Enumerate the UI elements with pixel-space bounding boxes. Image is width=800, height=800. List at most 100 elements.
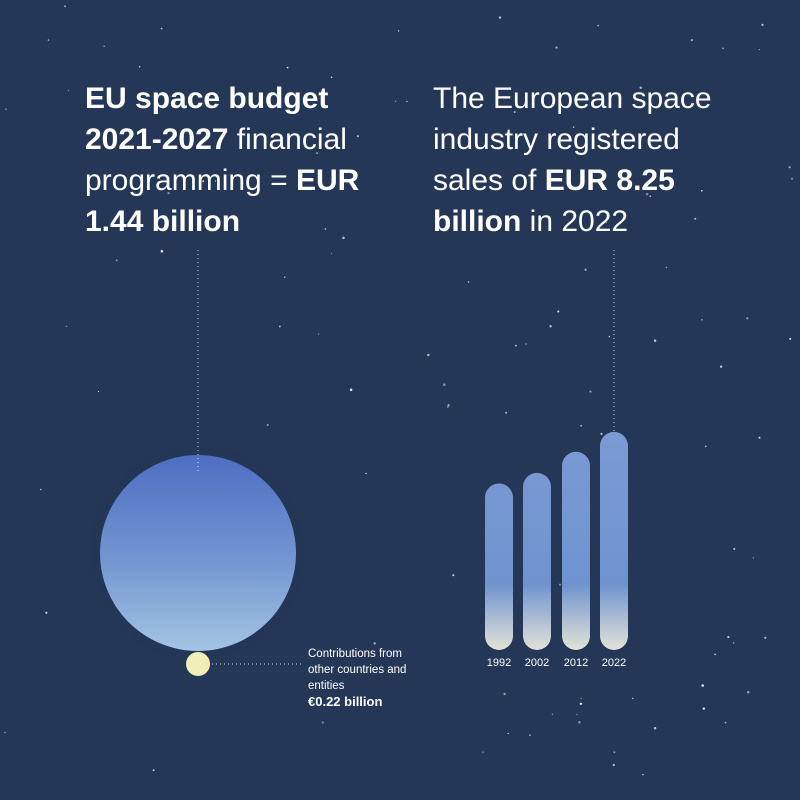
star [40,488,42,491]
star [443,383,446,387]
star [324,228,327,230]
star [758,48,760,51]
star [733,547,736,550]
year-label: 2002 [525,657,549,669]
star [5,108,7,110]
star [790,177,794,180]
heading-text: EUR 8.25 billion [433,164,684,238]
star [160,27,163,30]
budget-circle [100,455,296,651]
heading-text: financial programming = [85,123,356,197]
star [278,325,281,328]
star [694,217,697,220]
star [115,259,118,262]
star [67,89,70,92]
star [505,411,508,414]
star [514,344,517,347]
star [482,751,484,753]
star [331,252,333,254]
star [761,23,764,27]
contribution-circle [186,652,210,676]
star [330,76,333,78]
star [612,763,615,767]
star [549,325,552,328]
bar [600,431,628,650]
star [746,690,750,694]
star [697,95,699,98]
star [45,611,48,614]
star [638,139,640,141]
contribution-note: Contributions from other countries and e… [308,646,428,710]
star [342,236,345,240]
star [700,189,703,192]
star [528,734,531,737]
star [467,281,470,283]
star [503,692,506,696]
star [4,731,6,734]
star [579,702,583,705]
star [507,732,509,735]
star [580,697,582,700]
star [365,472,367,475]
star [645,192,649,196]
bar [523,472,551,650]
note-text: Contributions from other countries and e… [308,648,407,692]
star [498,16,502,19]
star [286,66,289,69]
star [704,445,707,448]
star [589,390,592,393]
star [597,24,600,27]
star [97,390,100,393]
star [642,773,644,776]
star [406,100,408,103]
star [349,388,353,392]
note-amount: €0.22 billion [308,694,383,709]
heading-text: EU space budget 2021-2027 [85,82,337,156]
star [727,636,730,639]
star [356,135,359,138]
star [653,339,657,342]
star [513,111,516,113]
star [572,126,575,128]
star [788,166,791,169]
star [397,30,400,32]
year-label: 1992 [487,657,511,669]
star [447,404,450,407]
star [665,266,668,269]
star [584,268,587,271]
star [752,557,755,559]
star [653,726,657,730]
star [138,65,141,68]
star [167,191,170,195]
year-label: 2012 [564,657,588,669]
star [214,180,217,182]
star [321,721,324,724]
star [789,337,792,340]
star [160,250,164,253]
star [266,423,269,427]
star [202,180,205,183]
star [580,424,583,427]
star [557,310,560,313]
star [722,47,724,50]
star [701,318,703,321]
star [317,333,320,335]
star [152,769,155,772]
star [608,335,611,338]
star [555,46,558,49]
star [452,574,455,577]
sales-heading: The European space industry registered s… [433,78,733,242]
bars: 1992 2002 2012 2022 [485,431,628,669]
star [576,713,578,716]
star [639,86,642,89]
star [605,221,607,224]
star [724,721,727,724]
heading-text: The European space industry registered s… [433,82,720,197]
star [597,105,600,108]
star [64,5,67,8]
star [701,684,704,687]
star [551,713,554,716]
bar [562,451,590,650]
star [427,353,430,357]
star [447,406,449,408]
